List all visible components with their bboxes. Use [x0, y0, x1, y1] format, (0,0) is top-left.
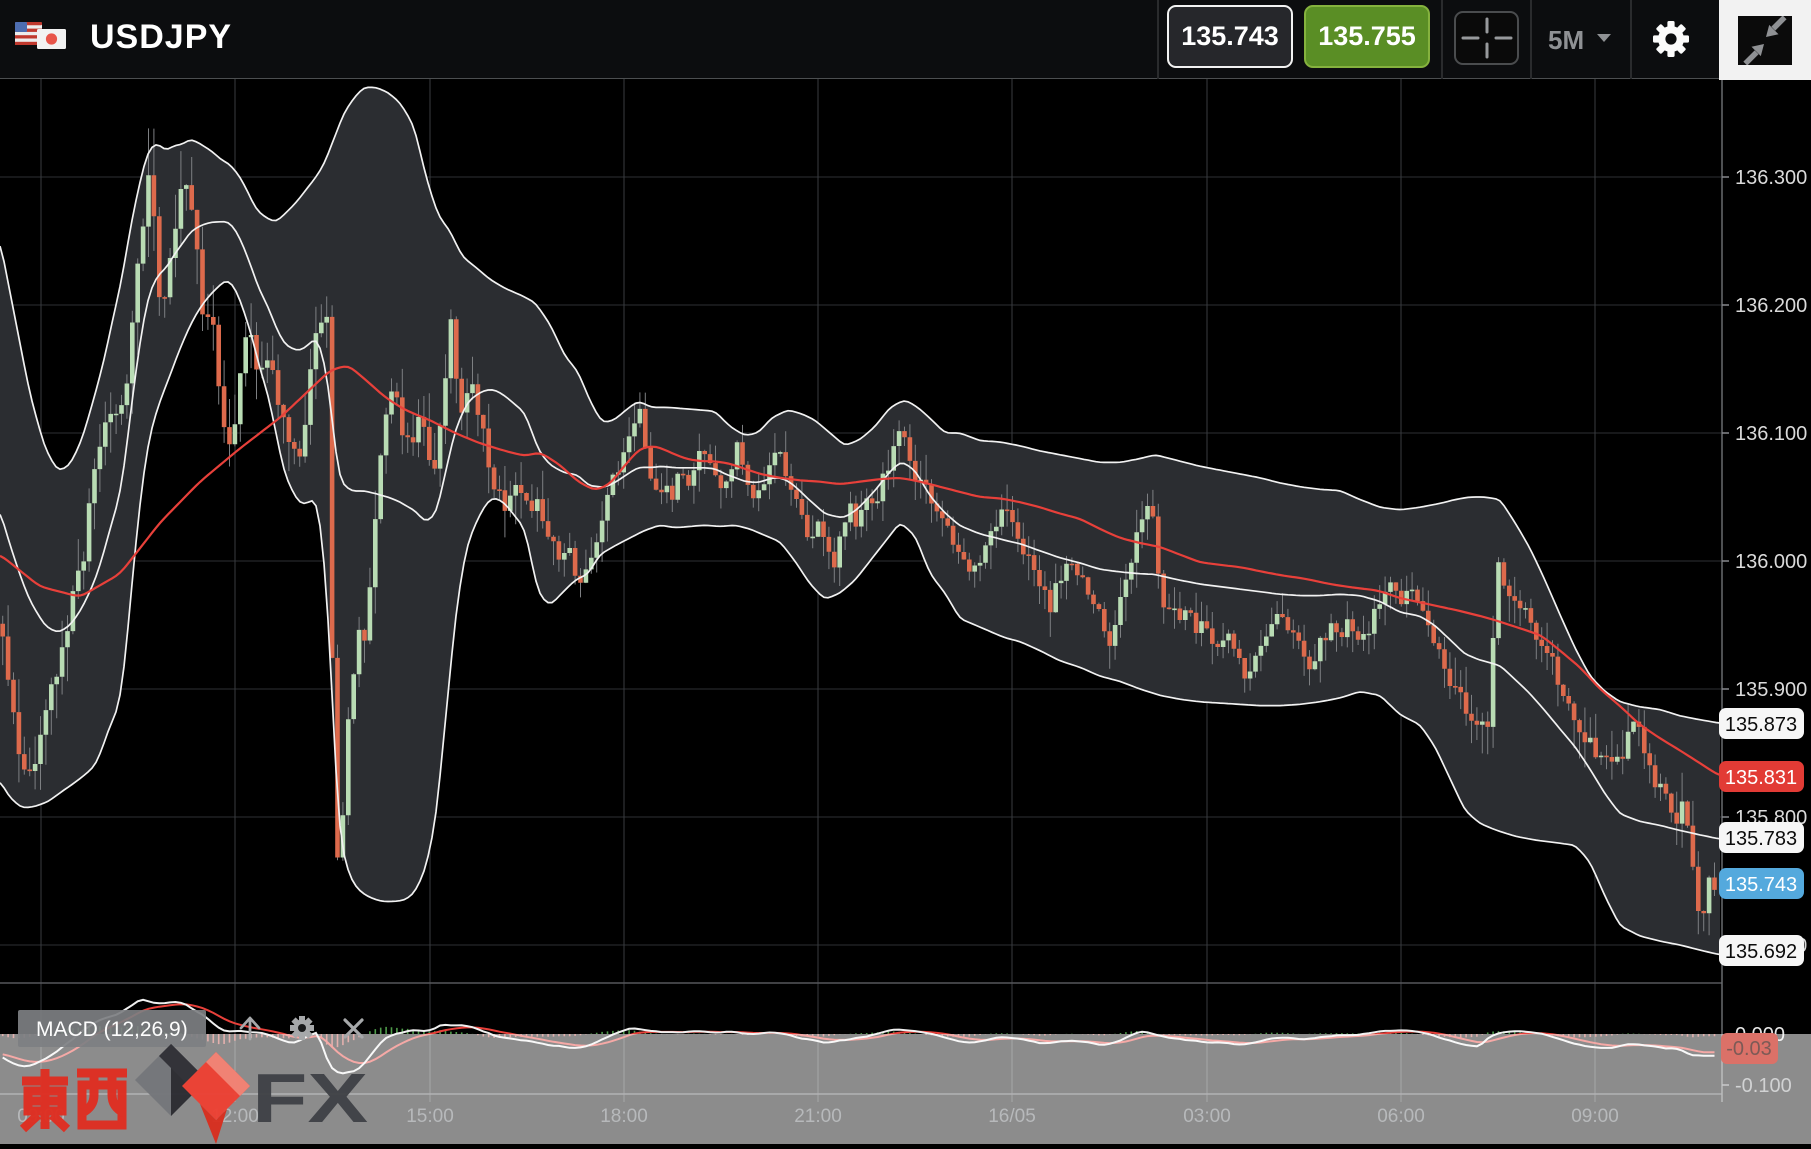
- svg-text:15:00: 15:00: [406, 1106, 454, 1127]
- svg-text:135.743: 135.743: [1725, 874, 1797, 896]
- svg-text:135.783: 135.783: [1725, 828, 1797, 850]
- svg-text:136.300: 136.300: [1735, 167, 1807, 189]
- svg-text:136.100: 136.100: [1735, 423, 1807, 445]
- svg-text:FX: FX: [252, 1059, 368, 1137]
- svg-text:136.000: 136.000: [1735, 551, 1807, 573]
- svg-text:136.200: 136.200: [1735, 295, 1807, 317]
- svg-text:21:00: 21:00: [794, 1106, 842, 1127]
- svg-text:135.831: 135.831: [1725, 767, 1797, 789]
- svg-text:03:00: 03:00: [1183, 1106, 1231, 1127]
- svg-text:09:00: 09:00: [1571, 1106, 1619, 1127]
- svg-text:18:00: 18:00: [600, 1106, 648, 1127]
- svg-text:135.692: 135.692: [1725, 941, 1797, 963]
- svg-text:06:00: 06:00: [1377, 1106, 1425, 1127]
- svg-text:MACD (12,26,9): MACD (12,26,9): [36, 1018, 188, 1041]
- svg-text:16/05: 16/05: [988, 1106, 1036, 1127]
- svg-text:-0.03: -0.03: [1726, 1038, 1772, 1060]
- svg-text:135.900: 135.900: [1735, 679, 1807, 701]
- svg-text:135.873: 135.873: [1725, 714, 1797, 736]
